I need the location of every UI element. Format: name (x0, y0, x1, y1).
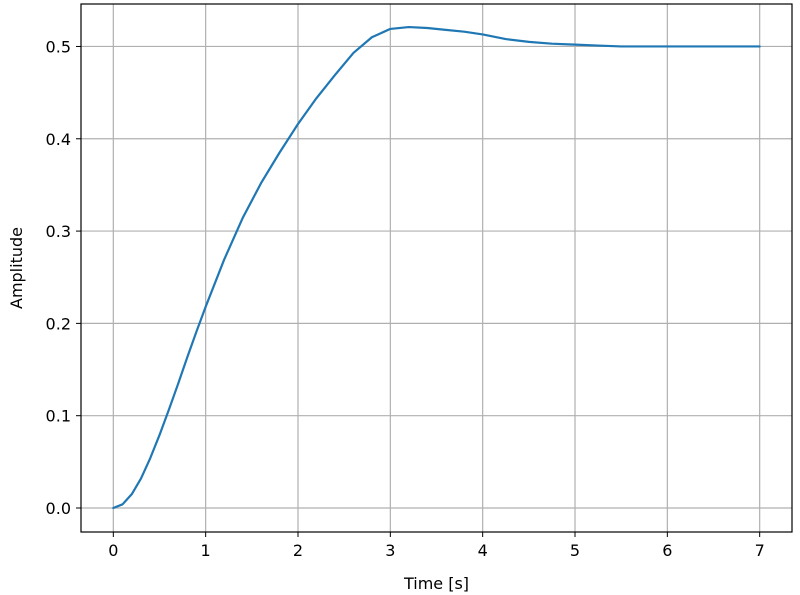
y-tick-label: 0.1 (46, 407, 71, 426)
axis-ticks: 0 1 2 3 4 5 6 7 0.0 0.1 0.2 0.3 0.4 0.5 (46, 37, 765, 560)
x-tick-label: 1 (201, 541, 211, 560)
grid (81, 4, 792, 532)
y-tick-label: 0.2 (46, 314, 71, 333)
y-tick-label: 0.0 (46, 499, 71, 518)
y-tick-label: 0.4 (46, 130, 71, 149)
x-tick-label: 0 (108, 541, 118, 560)
y-axis-label: Amplitude (7, 227, 26, 309)
x-tick-label: 4 (478, 541, 488, 560)
y-tick-label: 0.5 (46, 37, 71, 56)
x-tick-label: 5 (570, 541, 580, 560)
series-line (112, 25, 761, 510)
x-tick-label: 3 (385, 541, 395, 560)
series-layer (112, 25, 761, 510)
x-axis-label: Time [s] (403, 574, 469, 593)
plot-area-frame (80, 3, 793, 533)
x-tick-label: 2 (293, 541, 303, 560)
y-tick-label: 0.3 (46, 222, 71, 241)
x-tick-label: 7 (755, 541, 765, 560)
x-tick-label: 6 (662, 541, 672, 560)
